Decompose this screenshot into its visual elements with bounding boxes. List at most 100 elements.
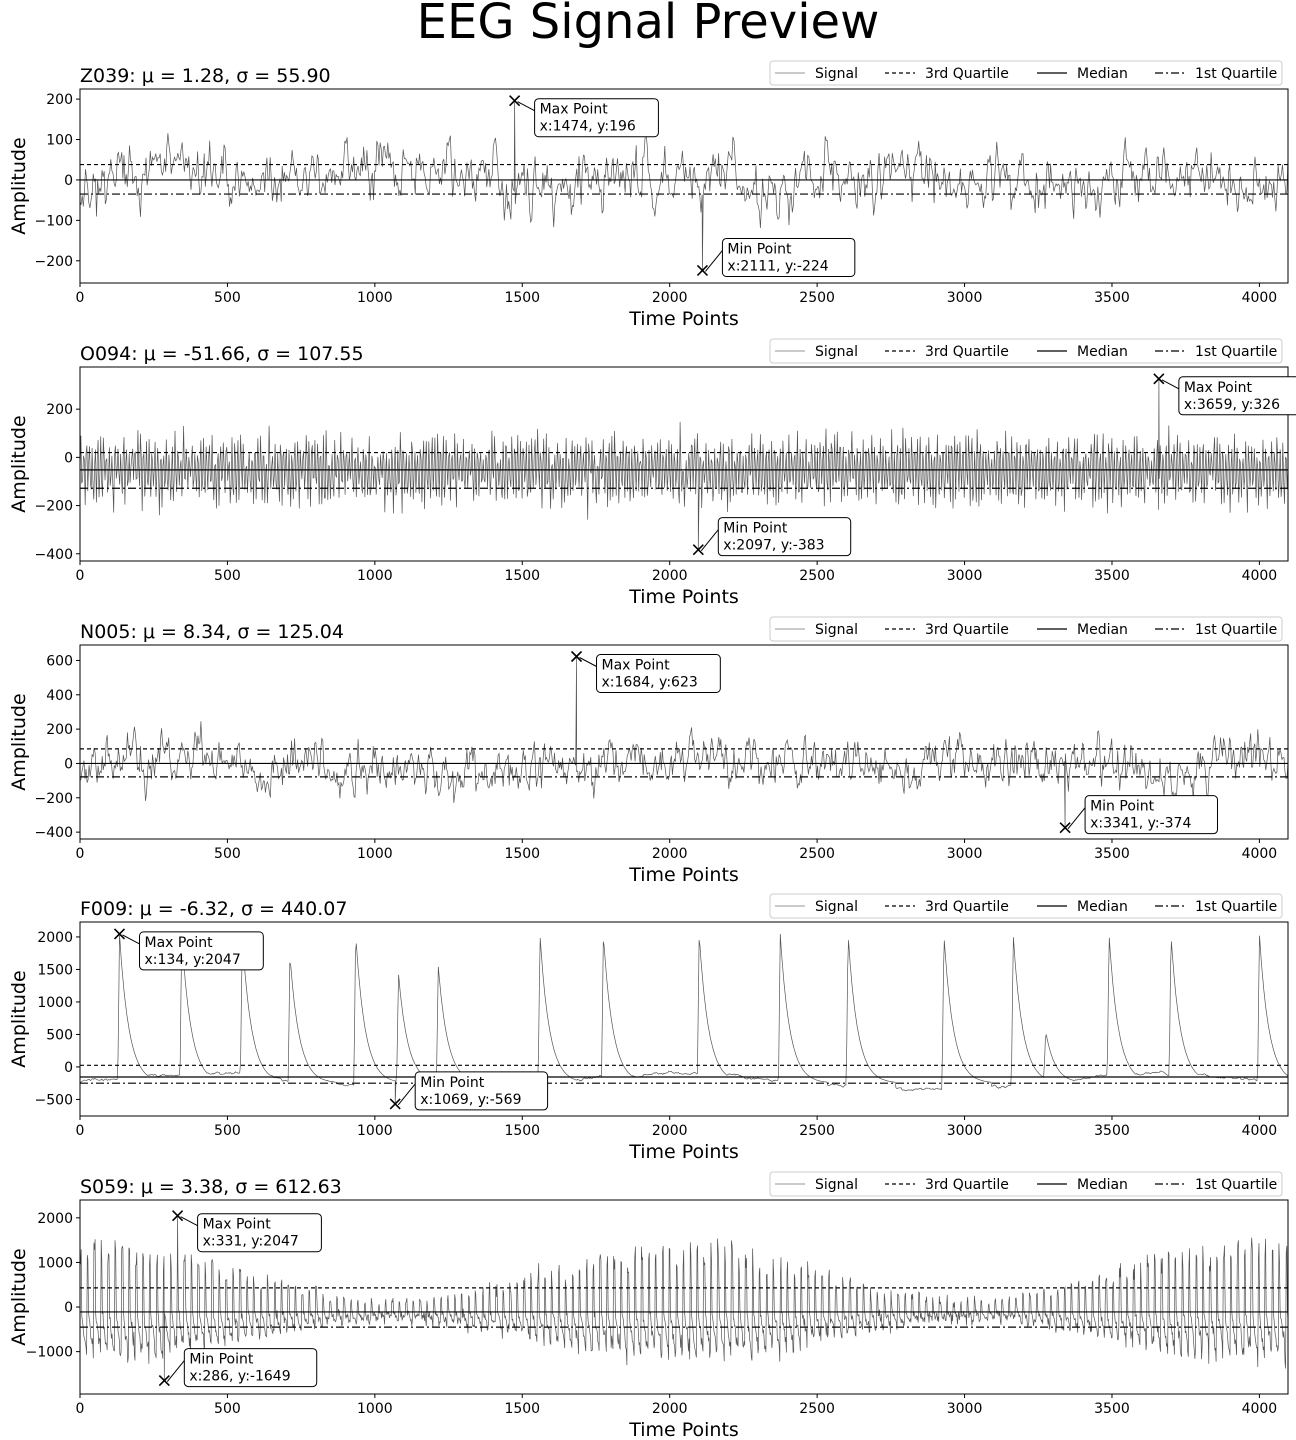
y-tick-label: 200 bbox=[46, 92, 73, 108]
chart-title: F009: μ = -6.32, σ = 440.07 bbox=[80, 898, 347, 920]
legend-frame bbox=[769, 893, 1283, 919]
min-point-coord: x:1069, y:-569 bbox=[420, 1092, 521, 1108]
max-point-coord: x:134, y:2047 bbox=[145, 952, 241, 968]
y-tick-label: 200 bbox=[46, 722, 73, 738]
x-tick-label: 4000 bbox=[1242, 846, 1278, 862]
max-point-arrow bbox=[180, 1216, 198, 1227]
min-point-box bbox=[183, 1348, 318, 1388]
legend-label-signal: Signal bbox=[815, 899, 858, 915]
legend-frame bbox=[769, 1171, 1283, 1197]
figure-title: EEG Signal Preview bbox=[416, 0, 880, 50]
min-point-marker bbox=[696, 264, 708, 277]
x-tick-label: 3000 bbox=[947, 1123, 983, 1139]
x-tick-label: 3500 bbox=[1094, 290, 1130, 306]
legend-frame bbox=[769, 338, 1283, 364]
legend-label-q3: 3rd Quartile bbox=[925, 899, 1009, 915]
max-point-marker bbox=[172, 1210, 184, 1222]
x-tick-label: 2500 bbox=[799, 1123, 835, 1139]
min-point-coord: x:2111, y:-224 bbox=[727, 258, 828, 274]
chart-title: O094: μ = -51.66, σ = 107.55 bbox=[80, 343, 364, 365]
x-tick-label: 1000 bbox=[357, 1401, 393, 1417]
x-axis-label: Time Points bbox=[628, 1141, 739, 1163]
legend-label-q1: 1st Quartile bbox=[1195, 1177, 1277, 1193]
plot-frame bbox=[79, 921, 1289, 1117]
legend-label-q1: 1st Quartile bbox=[1195, 344, 1277, 360]
max-point-box bbox=[139, 931, 264, 971]
max-point-marker bbox=[509, 95, 521, 107]
y-tick-label: 200 bbox=[46, 402, 73, 418]
x-tick-label: 2000 bbox=[652, 846, 688, 862]
legend-label-q3: 3rd Quartile bbox=[925, 1177, 1009, 1193]
y-tick-label: 1500 bbox=[37, 962, 73, 978]
min-point-box bbox=[717, 517, 852, 557]
legend-label-median: Median bbox=[1077, 344, 1128, 360]
chart-panel-4: F009: μ = -6.32, σ = 440.07 Signal 3rd Qua… bbox=[8, 893, 1289, 1163]
signal-line bbox=[80, 100, 1288, 271]
chart-title: S059: μ = 3.38, σ = 612.63 bbox=[80, 1176, 342, 1198]
x-tick-label: 1500 bbox=[504, 568, 540, 584]
chart-panel-3: N005: μ = 8.34, σ = 125.04 Signal 3rd Quar… bbox=[8, 616, 1289, 886]
x-tick-label: 2500 bbox=[799, 290, 835, 306]
min-point-label: Min Point bbox=[1090, 799, 1155, 815]
min-point-coord: x:3341, y:-374 bbox=[1090, 816, 1191, 832]
x-tick-label: 4000 bbox=[1242, 568, 1278, 584]
x-tick-label: 0 bbox=[76, 1401, 85, 1417]
max-point-label: Max Point bbox=[1184, 380, 1253, 396]
x-tick-label: 1000 bbox=[357, 1123, 393, 1139]
y-tick-label: −500 bbox=[35, 1092, 73, 1108]
x-axis-label: Time Points bbox=[628, 864, 739, 886]
x-tick-label: 1500 bbox=[504, 1123, 540, 1139]
chart-title: Z039: μ = 1.28, σ = 55.90 bbox=[80, 65, 331, 87]
min-point-label: Min Point bbox=[723, 521, 788, 537]
x-tick-label: 2000 bbox=[652, 568, 688, 584]
max-point-marker bbox=[113, 928, 126, 940]
max-point-coord: x:1474, y:196 bbox=[540, 119, 636, 135]
x-tick-label: 1000 bbox=[357, 290, 393, 306]
y-tick-label: 0 bbox=[64, 756, 73, 772]
y-tick-label: −200 bbox=[35, 499, 73, 515]
max-point-box bbox=[534, 98, 659, 138]
legend-label-q1: 1st Quartile bbox=[1195, 899, 1277, 915]
x-tick-label: 0 bbox=[76, 1123, 85, 1139]
y-axis-label: Amplitude bbox=[8, 137, 30, 234]
legend-frame bbox=[769, 616, 1283, 642]
y-tick-label: 400 bbox=[46, 688, 73, 704]
x-tick-label: 1500 bbox=[504, 290, 540, 306]
min-point-marker bbox=[158, 1375, 170, 1387]
legend-label-signal: Signal bbox=[815, 344, 858, 360]
x-tick-label: 500 bbox=[214, 1123, 241, 1139]
min-point-label: Min Point bbox=[189, 1352, 254, 1368]
x-tick-label: 3000 bbox=[947, 290, 983, 306]
plot-frame bbox=[79, 1199, 1289, 1395]
max-point-label: Max Point bbox=[540, 102, 609, 118]
x-tick-label: 500 bbox=[214, 290, 241, 306]
max-point-arrow bbox=[1161, 379, 1180, 390]
legend-label-q3: 3rd Quartile bbox=[925, 344, 1009, 360]
min-point-coord: x:2097, y:-383 bbox=[723, 538, 824, 554]
x-tick-label: 2500 bbox=[799, 846, 835, 862]
x-axis-label: Time Points bbox=[628, 586, 739, 608]
chart-panel-5: S059: μ = 3.38, σ = 612.63 Signal 3rd Quar… bbox=[8, 1171, 1289, 1440]
x-tick-label: 500 bbox=[214, 846, 241, 862]
x-tick-label: 2000 bbox=[652, 1123, 688, 1139]
y-tick-label: 0 bbox=[64, 173, 73, 189]
legend-frame bbox=[769, 60, 1283, 86]
legend-label-median: Median bbox=[1077, 66, 1128, 82]
min-point-label: Min Point bbox=[727, 241, 792, 257]
legend: Signal 3rd Quartile Median 1st Quartile bbox=[769, 616, 1283, 642]
min-point-marker bbox=[692, 544, 704, 556]
x-tick-label: 3000 bbox=[947, 846, 983, 862]
legend: Signal 3rd Quartile Median 1st Quartile bbox=[769, 1171, 1283, 1197]
x-tick-label: 3500 bbox=[1094, 1123, 1130, 1139]
x-tick-label: 2000 bbox=[652, 1401, 688, 1417]
min-point-arrow bbox=[397, 1083, 416, 1106]
x-tick-label: 4000 bbox=[1242, 1401, 1278, 1417]
y-axis-label: Amplitude bbox=[8, 970, 30, 1067]
max-point-marker bbox=[1153, 373, 1165, 385]
x-tick-label: 1500 bbox=[504, 846, 540, 862]
